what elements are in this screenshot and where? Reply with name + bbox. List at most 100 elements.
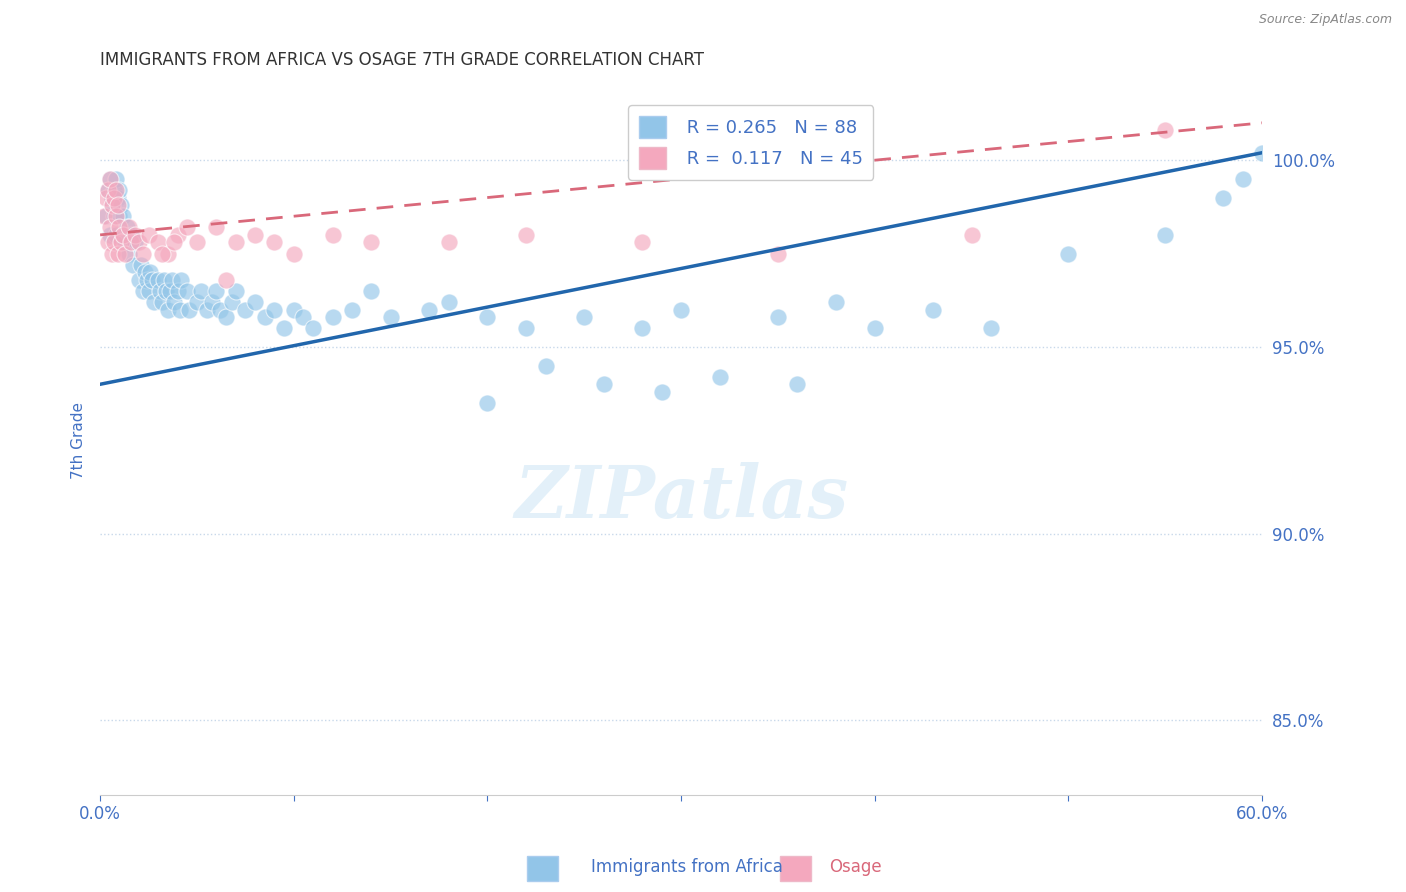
- Point: [980, 321, 1002, 335]
- Point: [155, 284, 177, 298]
- Point: [110, 198, 132, 212]
- Point: [195, 302, 218, 317]
- Text: Source: ZipAtlas.com: Source: ZipAtlas.com: [1258, 13, 1392, 27]
- Y-axis label: 7th Grade: 7th Grade: [72, 401, 86, 479]
- Text: Osage: Osage: [830, 858, 882, 876]
- Point: [437, 295, 460, 310]
- Point: [107, 198, 129, 212]
- Point: [114, 246, 136, 260]
- Point: [132, 246, 155, 260]
- Point: [477, 310, 499, 324]
- Point: [477, 396, 499, 410]
- Point: [321, 227, 343, 242]
- Point: [94, 209, 117, 223]
- Point: [921, 302, 943, 317]
- Point: [786, 377, 808, 392]
- Point: [709, 369, 731, 384]
- Point: [360, 284, 382, 298]
- Point: [120, 227, 142, 242]
- Point: [515, 321, 537, 335]
- Point: [138, 284, 160, 298]
- Point: [98, 227, 121, 242]
- Point: [380, 310, 402, 324]
- Point: [215, 273, 238, 287]
- Text: Immigrants from Africa: Immigrants from Africa: [591, 858, 782, 876]
- Point: [156, 246, 179, 260]
- Point: [190, 284, 212, 298]
- Point: [292, 310, 315, 324]
- Point: [110, 235, 132, 250]
- Point: [97, 235, 120, 250]
- Point: [225, 235, 247, 250]
- Point: [960, 227, 983, 242]
- Point: [263, 235, 285, 250]
- Point: [100, 190, 122, 204]
- Point: [163, 235, 186, 250]
- Point: [186, 295, 208, 310]
- Point: [215, 310, 238, 324]
- Point: [631, 321, 654, 335]
- Point: [129, 258, 152, 272]
- Point: [100, 198, 122, 212]
- Point: [669, 302, 692, 317]
- Point: [166, 227, 188, 242]
- Point: [574, 310, 596, 324]
- Point: [98, 172, 121, 186]
- Point: [283, 246, 305, 260]
- Point: [104, 183, 127, 197]
- Point: [243, 227, 266, 242]
- Point: [108, 220, 131, 235]
- Point: [1232, 172, 1254, 186]
- Point: [302, 321, 325, 335]
- Legend:  R = 0.265   N = 88,  R =  0.117   N = 45: R = 0.265 N = 88, R = 0.117 N = 45: [628, 105, 873, 180]
- Point: [515, 227, 537, 242]
- Point: [103, 235, 125, 250]
- Point: [120, 235, 142, 250]
- Point: [176, 220, 198, 235]
- Point: [115, 220, 138, 235]
- Point: [104, 209, 127, 223]
- Point: [418, 302, 440, 317]
- Point: [179, 302, 201, 317]
- Point: [169, 302, 191, 317]
- Point: [138, 227, 160, 242]
- Text: ZIPatlas: ZIPatlas: [515, 461, 848, 533]
- Point: [143, 295, 166, 310]
- Point: [108, 183, 131, 197]
- Point: [209, 302, 232, 317]
- Point: [283, 302, 305, 317]
- Point: [221, 295, 243, 310]
- Point: [437, 235, 460, 250]
- Point: [97, 183, 120, 197]
- Point: [1154, 123, 1177, 137]
- Point: [132, 284, 155, 298]
- Point: [263, 302, 285, 317]
- Point: [651, 384, 673, 399]
- Point: [139, 265, 162, 279]
- Point: [235, 302, 257, 317]
- Point: [186, 235, 208, 250]
- Point: [534, 359, 557, 373]
- Point: [93, 209, 115, 223]
- Point: [863, 321, 886, 335]
- Point: [225, 284, 247, 298]
- Point: [253, 310, 276, 324]
- Point: [156, 302, 179, 317]
- Point: [103, 209, 125, 223]
- Point: [766, 310, 789, 324]
- Point: [98, 172, 121, 186]
- Point: [108, 209, 131, 223]
- Point: [104, 172, 127, 186]
- Point: [243, 295, 266, 310]
- Point: [170, 273, 193, 287]
- Point: [103, 190, 125, 204]
- Point: [205, 284, 228, 298]
- Point: [122, 258, 145, 272]
- Point: [153, 273, 176, 287]
- Text: IMMIGRANTS FROM AFRICA VS OSAGE 7TH GRADE CORRELATION CHART: IMMIGRANTS FROM AFRICA VS OSAGE 7TH GRAD…: [100, 51, 704, 69]
- Point: [114, 235, 136, 250]
- Point: [159, 284, 181, 298]
- Point: [100, 246, 122, 260]
- Point: [124, 235, 146, 250]
- Point: [97, 183, 120, 197]
